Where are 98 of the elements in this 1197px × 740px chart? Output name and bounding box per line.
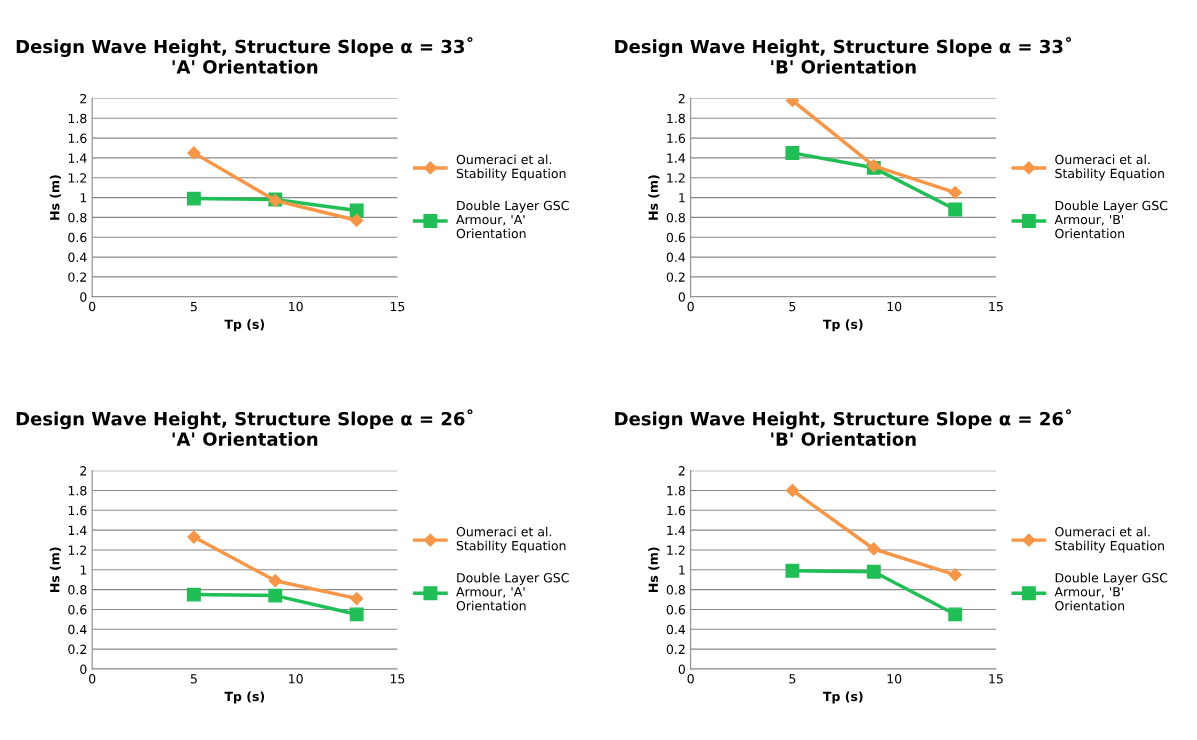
y-tick-label: 0.2: [68, 644, 87, 655]
y-tick-label: 0.6: [68, 604, 87, 615]
y-tick-label: 1: [80, 193, 87, 203]
x-tick-label: 10: [289, 674, 303, 684]
y-tick-label: 0: [80, 292, 87, 302]
chart-title: Design Wave Height, Structure Slope α = 33˚ 'B' Orientation: [615, 37, 1071, 74]
y-tick-label: 2: [678, 93, 685, 104]
x-tick-label: 5: [190, 674, 197, 684]
x-tick-label: 15: [989, 301, 1003, 312]
x-tick-label: 15: [390, 674, 405, 684]
y-tick-label: 1.6: [667, 133, 686, 144]
x-tick-label: 10: [887, 674, 902, 684]
y-tick-label: 1.2: [667, 545, 685, 555]
point: [186, 191, 201, 206]
x-tick-label: 15: [989, 674, 1003, 684]
x-axis-title: Tp (s): [823, 319, 863, 332]
point: [268, 574, 282, 588]
y-tick-label: 1: [80, 565, 87, 575]
y-tick-label: 1.8: [667, 113, 685, 124]
legend-label: Double Layer GSC Armour, 'A' Orientation: [456, 572, 569, 611]
x-tick-label: 5: [789, 301, 796, 312]
y-tick-label: 0.8: [666, 585, 685, 595]
y-tick-label: 0.8: [68, 212, 87, 223]
x-tick-label: 0: [687, 674, 694, 684]
point: [867, 542, 881, 556]
y-axis-title: Hs (m): [648, 175, 660, 220]
x-tick-label: 10: [887, 301, 902, 312]
point: [350, 213, 364, 227]
y-tick-label: 1.4: [667, 153, 686, 163]
legend-label: Oumeraci et al. Stability Equation: [456, 154, 566, 181]
x-axis-title: Tp (s): [224, 319, 265, 332]
y-tick-label: 1.6: [68, 133, 87, 144]
legend-label: Oumeraci et al. Stability Equation: [456, 526, 566, 553]
y-tick-label: 0.2: [666, 272, 685, 282]
x-axis-title: Tp (s): [823, 691, 863, 704]
y-tick-label: 0.6: [68, 232, 87, 243]
point: [187, 146, 201, 160]
y-axis-title: Hs (m): [648, 547, 660, 592]
y-tick-label: 1.2: [667, 173, 685, 183]
y-axis-title: Hs (m): [49, 175, 61, 220]
point: [948, 568, 962, 582]
y-tick-label: 1.6: [667, 505, 686, 516]
y-tick-label: 0.4: [68, 252, 87, 262]
point: [948, 607, 963, 622]
y-tick-label: 0.8: [68, 585, 87, 595]
y-tick-label: 1.8: [68, 485, 87, 496]
y-tick-label: 2: [80, 93, 87, 104]
y-tick-label: 0.2: [68, 272, 87, 282]
point: [785, 146, 800, 160]
y-tick-label: 1.4: [667, 525, 686, 535]
x-tick-label: 5: [789, 674, 796, 684]
y-tick-label: 0.6: [666, 604, 686, 615]
point: [350, 591, 364, 606]
y-tick-label: 1.2: [68, 173, 87, 183]
point: [349, 607, 364, 622]
y-tick-label: 1.8: [68, 113, 87, 124]
y-tick-label: 0: [678, 664, 685, 674]
chart-title: Design Wave Height, Structure Slope α = 33˚ 'A' Orientation: [16, 37, 473, 74]
x-tick-label: 0: [687, 301, 694, 312]
y-tick-label: 0.4: [666, 624, 686, 635]
y-tick-label: 1.4: [68, 525, 87, 535]
y-tick-label: 0.8: [666, 212, 685, 223]
chart-title: Design Wave Height, Structure Slope α = 26˚ 'B' Orientation: [615, 409, 1071, 446]
x-tick-label: 10: [289, 301, 303, 312]
x-tick-label: 15: [390, 301, 405, 312]
point: [186, 587, 201, 602]
point: [948, 202, 963, 217]
point: [785, 483, 800, 498]
y-tick-label: 0.4: [666, 252, 686, 262]
y-tick-label: 1: [679, 565, 685, 575]
y-tick-label: 2: [678, 466, 685, 476]
point: [948, 186, 962, 200]
point: [268, 588, 283, 603]
y-tick-label: 1.8: [667, 485, 685, 496]
legend-label: Oumeraci et al. Stability Equation: [1055, 526, 1164, 553]
legend-label: Double Layer GSC Armour, 'B' Orientation: [1054, 572, 1168, 611]
x-tick-label: 0: [89, 301, 96, 312]
point: [866, 564, 881, 579]
y-tick-label: 0: [80, 664, 87, 674]
x-axis-title: Tp (s): [224, 691, 265, 704]
point: [187, 530, 201, 544]
y-tick-label: 1.4: [68, 153, 87, 163]
y-tick-label: 1: [679, 193, 685, 203]
y-tick-label: 1.2: [68, 545, 87, 555]
legend-label: Double Layer GSC Armour, 'B' Orientation: [1054, 200, 1168, 239]
x-tick-label: 0: [89, 674, 96, 684]
y-tick-label: 0: [678, 292, 685, 302]
y-tick-label: 0.4: [68, 624, 87, 635]
y-tick-label: 0.6: [666, 232, 686, 243]
chart-title: Design Wave Height, Structure Slope α = 26˚ 'A' Orientation: [16, 409, 473, 446]
y-tick-label: 1.6: [68, 505, 87, 516]
point: [785, 563, 800, 578]
y-tick-label: 2: [80, 466, 87, 476]
x-tick-label: 5: [190, 301, 197, 312]
y-axis-title: Hs (m): [49, 547, 61, 592]
legend-label: Oumeraci et al. Stability Equation: [1055, 154, 1164, 181]
legend-label: Double Layer GSC Armour, 'A' Orientation: [456, 200, 569, 239]
y-tick-label: 0.2: [666, 644, 685, 655]
